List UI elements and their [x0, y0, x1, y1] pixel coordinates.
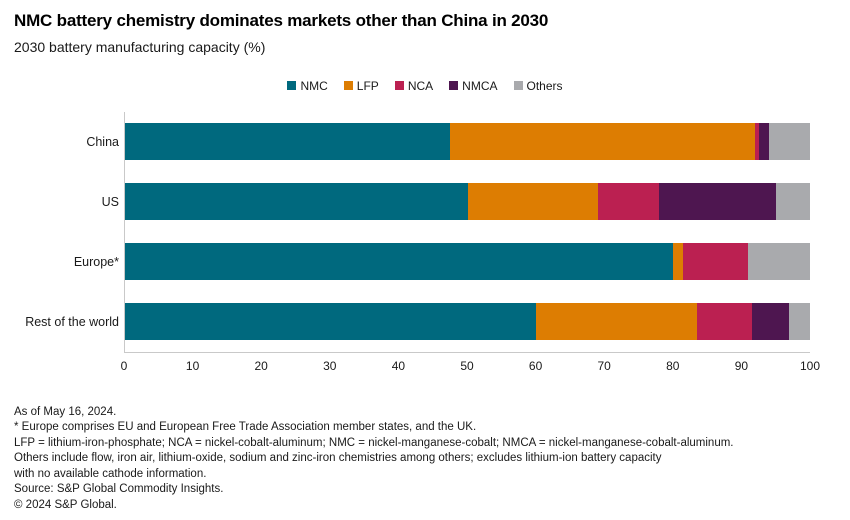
legend-swatch-nmc	[287, 81, 297, 91]
legend-label: NCA	[407, 78, 434, 93]
legend-item-lfp: LFP	[343, 78, 379, 93]
category-label: US	[101, 194, 119, 209]
legend-item-others: Others	[513, 78, 563, 93]
chart-subtitle: 2030 battery manufacturing capacity (%)	[14, 38, 266, 55]
category-label: China	[86, 134, 119, 149]
x-tick-label: 60	[528, 358, 543, 373]
chart-title: NMC battery chemistry dominates markets …	[14, 11, 549, 30]
bar-segment-lfp	[673, 243, 684, 281]
bar-segment-nmca	[758, 123, 769, 161]
x-tick-label: 100	[799, 358, 821, 373]
x-tick-label: 70	[597, 358, 611, 373]
bar-segment-lfp	[467, 183, 598, 221]
bar-segment-nmc	[125, 123, 451, 161]
legend: NMC LFP NCA NMCA Others	[0, 79, 850, 93]
bar-track	[125, 183, 810, 221]
x-tick-label: 20	[254, 358, 268, 373]
bar-row: Rest of the world	[25, 292, 810, 352]
bar-track	[125, 303, 810, 341]
bar-row: US	[102, 172, 810, 232]
bar-segment-nca	[755, 123, 759, 161]
bar-segment-nmc	[125, 183, 468, 221]
x-tick-label: 0	[120, 358, 128, 373]
bar-segment-nmca	[751, 303, 790, 341]
footnote-line: * Europe comprises EU and European Free …	[14, 421, 477, 434]
legend-swatch-others	[513, 81, 523, 91]
legend-item-nmca: NMCA	[449, 78, 498, 93]
category-label: Europe*	[73, 254, 119, 269]
legend-item-nmc: NMC	[287, 78, 328, 93]
bar-segment-nmc	[125, 243, 673, 281]
footnotes: As of May 16, 2024. * Europe comprises EU…	[0, 405, 850, 514]
x-tick-label: 10	[185, 358, 200, 373]
bar-track	[125, 243, 810, 281]
bar-segment-lfp	[536, 303, 697, 341]
legend-swatch-nca	[394, 81, 404, 91]
footnote-line: with no available cathode information.	[14, 467, 207, 480]
bar-rows: China US Europe* Rest of the world	[25, 111, 810, 352]
footnote-line: Others include flow, iron air, lithium-o…	[14, 452, 662, 465]
bar-segment-nca	[683, 243, 749, 281]
bar-segment-others	[789, 303, 810, 341]
footnote-line: As of May 16, 2024.	[14, 405, 117, 418]
category-label: Rest of the world	[25, 314, 119, 329]
legend-item-nca: NCA	[394, 78, 434, 93]
bar-segment-others	[768, 123, 810, 161]
legend-label: NMC	[300, 78, 328, 93]
x-tick-label: 50	[460, 358, 474, 373]
bar-chart: China US Europe* Rest of the world 0 10 20 30 4…	[0, 111, 850, 379]
bar-segment-nca	[696, 303, 752, 341]
bar-segment-nmc	[125, 303, 536, 341]
bar-segment-others	[775, 183, 810, 221]
footnote-line: LFP = lithium-iron-phosphate; NCA = nick…	[14, 436, 734, 449]
bar-row: Europe*	[74, 232, 810, 292]
bar-segment-others	[748, 243, 810, 281]
bar-segment-lfp	[450, 123, 756, 161]
bar-segment-nmca	[659, 183, 776, 221]
legend-swatch-nmca	[449, 81, 459, 91]
figure-header: NMC battery chemistry dominates markets …	[0, 0, 850, 55]
bar-row: China	[86, 112, 810, 172]
footnote-line: © 2024 S&P Global.	[14, 498, 117, 511]
x-tick-label: 40	[391, 358, 406, 373]
x-tick-label: 90	[734, 358, 749, 373]
legend-label: NMCA	[462, 78, 498, 93]
legend-label: LFP	[356, 78, 379, 93]
x-axis: 0 10 20 30 40 50 60 70 80 90 100	[120, 351, 820, 379]
x-tick-label: 80	[666, 358, 680, 373]
footnote-line: Source: S&P Global Commodity Insights.	[14, 483, 224, 496]
bar-segment-nca	[597, 183, 660, 221]
legend-swatch-lfp	[343, 81, 353, 91]
legend-label: Others	[526, 78, 563, 93]
x-tick-label: 30	[323, 358, 337, 373]
bar-track	[125, 123, 810, 161]
